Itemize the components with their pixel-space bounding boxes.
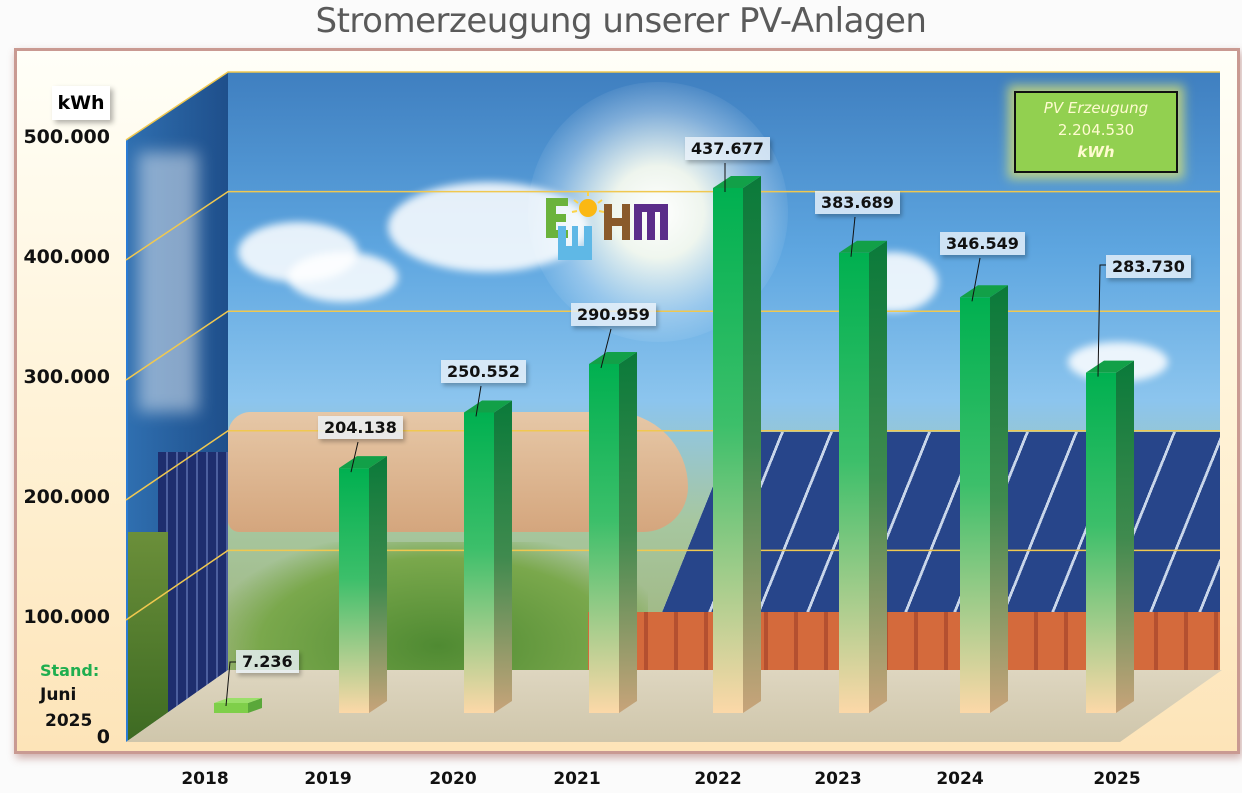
ewhm-logo [546,192,668,260]
data-label: 383.689 [815,191,900,214]
logo-letter-h [604,204,630,240]
data-label: 204.138 [318,416,403,439]
data-label: 7.236 [236,650,299,673]
x-tick-label: 2025 [1093,769,1141,789]
x-tick-label: 2018 [181,769,229,789]
x-tick-label: 2023 [814,769,862,789]
y-tick-label: 400.000 [23,246,110,268]
x-tick-label: 2019 [304,769,352,789]
hand-with-coins [228,412,688,532]
x-tick-label: 2020 [429,769,477,789]
total-production-box: PV Erzeugung 2.204.530 kWh [1014,91,1178,173]
logo-letter-e [546,198,568,238]
data-label: 250.552 [441,360,526,383]
status-year: 2025 [45,711,93,731]
status-month: Juni [40,685,77,705]
cloud [1068,342,1168,382]
logo-sun-icon [571,192,605,217]
x-tick-label: 2024 [936,769,984,789]
y-tick-label: 0 [96,726,110,748]
cloud [288,252,398,302]
data-label: 283.730 [1106,255,1191,278]
total-value: 2.204.530 [1057,121,1135,139]
x-tick-label: 2021 [553,769,601,789]
data-label: 346.549 [940,232,1025,255]
side-cloud [138,152,198,412]
y-tick-label: 200.000 [23,486,110,508]
y-tick-label: 500.000 [23,126,110,148]
total-label: PV Erzeugung [1043,99,1149,117]
y-tick-label: 300.000 [23,366,110,388]
cloud [848,252,938,312]
y-tick-label: 100.000 [23,606,110,628]
chart-side-wall [126,72,228,742]
roof-tiles [588,612,1220,670]
logo-letter-w [558,226,592,260]
side-grass [128,532,168,742]
y-axis-unit-label: kWh [52,86,110,120]
logo-letter-m [634,204,668,240]
x-tick-label: 2022 [694,769,742,789]
status-label: Stand: [40,661,100,680]
data-label: 290.959 [571,303,656,326]
data-label: 437.677 [685,137,770,160]
chart-title: Stromerzeugung unserer PV-Anlagen [315,1,927,41]
total-unit: kWh [1077,143,1115,161]
chart-floor [126,670,1222,742]
